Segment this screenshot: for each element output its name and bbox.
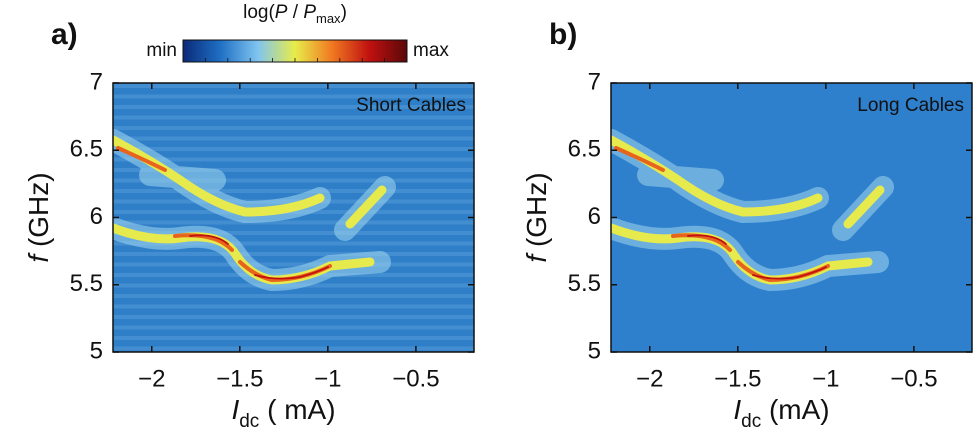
y-tick-label: 5: [90, 337, 103, 364]
x-label-unit: (mA): [769, 394, 830, 425]
cb-separator: /: [287, 2, 303, 23]
x-label-symbol: I: [733, 394, 741, 425]
x-label-subscript: dc: [239, 411, 259, 432]
annotation: Short Cables: [356, 95, 466, 116]
colorbar-min: min: [146, 40, 177, 61]
x-label-symbol: I: [231, 394, 239, 425]
x-tick-label: −1.5: [216, 365, 263, 392]
y-label-symbol: f: [23, 252, 54, 263]
annotation: Long Cables: [857, 95, 964, 116]
x-axis-label: Idc (mA): [733, 394, 829, 432]
cb-denominator: P: [303, 2, 316, 23]
x-tick-label: −2: [636, 365, 663, 392]
y-tick-label: 6: [588, 203, 601, 230]
cb-symbol: P: [275, 2, 288, 23]
colorbar-label: log(P / Pmax): [243, 2, 347, 26]
y-label-unit: (GHz): [23, 172, 54, 247]
y-label-symbol: f: [521, 252, 552, 263]
x-tick-label: −1: [314, 365, 341, 392]
x-tick-label: −1.5: [714, 365, 761, 392]
x-tick-label: −2: [138, 365, 165, 392]
panel-label: b): [549, 18, 577, 51]
y-tick-label: 6: [90, 203, 103, 230]
x-label-space: [761, 394, 769, 425]
x-tick-label: −1: [812, 365, 839, 392]
cb-subscript: max: [316, 11, 341, 26]
y-tick-label: 6.5: [568, 136, 601, 163]
y-label-space: [23, 247, 54, 255]
y-tick-label: 5: [588, 337, 601, 364]
x-label-space: [259, 394, 267, 425]
cb-prefix: log(: [243, 2, 275, 23]
x-tick-label: −0.5: [890, 365, 937, 392]
y-tick-label: 7: [588, 68, 601, 95]
x-tick-label: −0.5: [392, 365, 439, 392]
colorbar-max: max: [413, 40, 449, 61]
y-label-unit: (GHz): [521, 172, 552, 247]
x-label-subscript: dc: [741, 411, 761, 432]
y-axis-label: f (GHz): [23, 172, 54, 262]
x-label-unit: ( mA): [267, 394, 335, 425]
y-tick-label: 6.5: [70, 136, 103, 163]
y-tick-label: 7: [90, 68, 103, 95]
cb-suffix: ): [341, 2, 347, 23]
y-tick-label: 5.5: [70, 270, 103, 297]
y-axis-label: f (GHz): [521, 172, 552, 262]
y-tick-label: 5.5: [568, 270, 601, 297]
y-label-space: [521, 247, 552, 255]
x-axis-label: Idc ( mA): [231, 394, 335, 432]
panel-label: a): [51, 18, 78, 51]
